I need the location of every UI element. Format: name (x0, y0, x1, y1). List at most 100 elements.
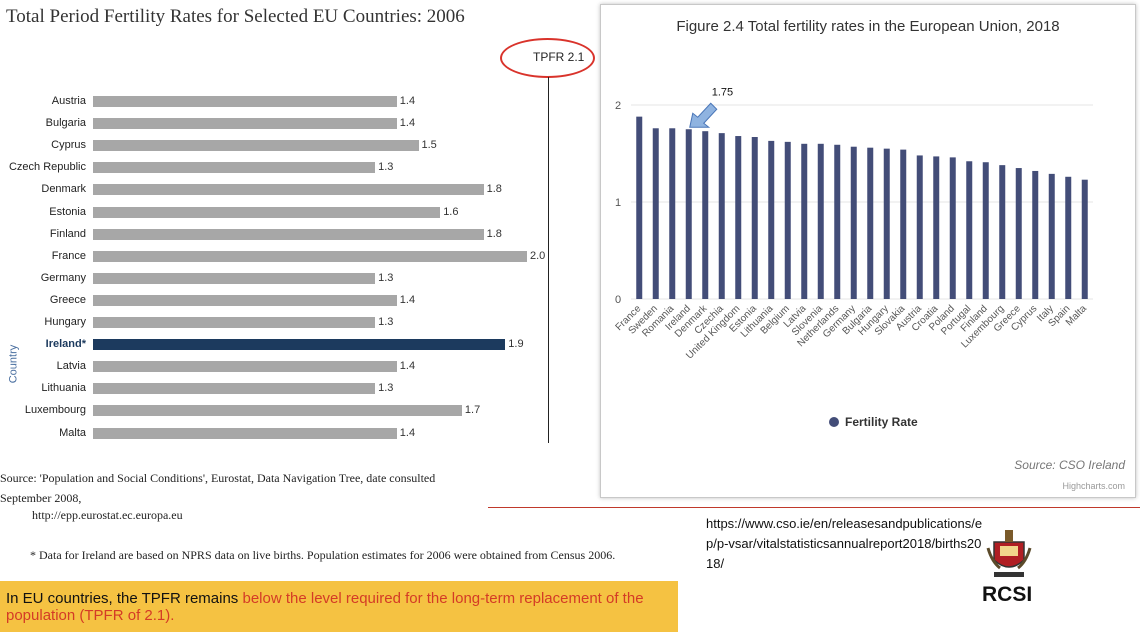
source-url: http://epp.eurostat.ec.europa.eu (32, 508, 183, 522)
left-chart-title: Total Period Fertility Rates for Selecte… (6, 6, 465, 27)
left-bar (93, 361, 397, 373)
y-tick-label: 0 (615, 294, 621, 306)
left-bar (93, 206, 441, 218)
credits-label: Highcharts.com (1062, 481, 1125, 491)
left-bar (93, 383, 376, 395)
left-value-label: 1.8 (486, 227, 502, 240)
right-bar (1048, 173, 1055, 299)
legend-marker (829, 417, 839, 427)
divider-line (488, 507, 1140, 508)
right-bar (1065, 176, 1072, 299)
right-bar (949, 157, 956, 299)
caption-box (0, 581, 678, 632)
source-note: Source: 'Population and Social Condition… (0, 471, 436, 505)
right-bar (867, 147, 874, 299)
left-value-label: 1.4 (399, 426, 416, 439)
right-bar (735, 136, 742, 299)
left-category-label: Malta (59, 426, 86, 439)
right-bar (685, 129, 692, 299)
legend-label: Fertility Rate (845, 415, 918, 429)
right-bar (636, 116, 643, 299)
left-bar (93, 162, 376, 174)
left-bar (93, 228, 484, 240)
left-category-label: Hungary (44, 316, 86, 328)
right-bar (933, 156, 940, 299)
left-value-label: 1.4 (399, 117, 416, 130)
left-category-label: Estonia (49, 205, 86, 218)
right-bar (999, 165, 1006, 299)
right-bar (834, 144, 841, 299)
left-value-label: 1.4 (399, 95, 416, 107)
footnote: * Data for Ireland are based on NPRS dat… (30, 548, 616, 562)
left-category-label: Bulgaria (45, 117, 86, 130)
left-category-label: Ireland* (45, 338, 86, 351)
tpfr-reference-line (548, 77, 549, 443)
left-bar (93, 405, 462, 417)
left-value-label: 1.7 (464, 404, 481, 417)
left-value-label: 1.8 (486, 183, 502, 196)
right-chart-title: Figure 2.4 Total fertility rates in the … (676, 18, 1059, 35)
y-axis-label: Country (7, 344, 20, 384)
right-bar (1032, 170, 1039, 299)
left-bar (93, 294, 397, 306)
right-bar (702, 131, 709, 299)
rcsi-crest-icon (986, 530, 1032, 577)
caption-text: In EU countries, the TPFR remains below … (6, 590, 646, 624)
left-bar (93, 250, 527, 262)
right-bar (1015, 168, 1022, 299)
left-bar (93, 140, 419, 152)
right-bar (900, 149, 907, 299)
left-category-label: Germany (40, 271, 86, 284)
annotation-arrow (689, 102, 718, 128)
left-value-label: 1.3 (378, 316, 394, 328)
left-bar (93, 184, 484, 196)
source-label: Source: CSO Ireland (1014, 458, 1125, 472)
reference-url[interactable]: https://www.cso.ie/en/releasesandpublica… (706, 516, 983, 571)
left-value-label: 2.0 (530, 249, 546, 262)
right-bar (784, 141, 791, 299)
rcsi-logo-text: RCSI (982, 583, 1033, 606)
right-bar (751, 137, 758, 299)
left-category-label: Latvia (56, 360, 86, 373)
y-tick-label: 2 (615, 100, 621, 112)
left-bar (93, 272, 376, 284)
right-bar (982, 162, 989, 299)
right-bar (801, 143, 808, 299)
left-value-label: 1.4 (399, 360, 416, 373)
right-bar (1081, 179, 1088, 299)
left-value-label: 1.5 (421, 139, 437, 152)
y-tick-label: 1 (615, 197, 621, 209)
annotation-label: 1.75 (712, 86, 733, 98)
tpfr-label: TPFR 2.1 (533, 50, 585, 64)
right-bar-chart: Figure 2.4 Total fertility rates in the … (614, 18, 1126, 491)
left-category-label: Luxembourg (24, 404, 86, 417)
left-category-label: Czech Republic (8, 161, 86, 174)
right-bar (669, 128, 676, 299)
right-bar (883, 148, 890, 299)
left-value-label: 1.9 (508, 338, 524, 351)
right-bar (768, 140, 775, 299)
left-value-label: 1.3 (378, 382, 394, 395)
left-bar (93, 118, 397, 130)
right-chart-panel: Figure 2.4 Total fertility rates in the … (600, 4, 1136, 498)
left-category-label: Greece (49, 293, 86, 306)
caption-highlight: below the level required for the long-te… (6, 590, 644, 624)
left-bar (93, 96, 397, 107)
left-bar (93, 317, 376, 328)
right-bar (652, 128, 659, 299)
left-category-label: Lithuania (41, 382, 86, 395)
left-bar (93, 427, 397, 439)
right-bar (916, 155, 923, 299)
left-value-label: 1.4 (399, 293, 416, 306)
left-category-label: Cyprus (51, 139, 86, 152)
tpfr-highlight-ellipse (500, 38, 595, 78)
left-value-label: 1.3 (378, 271, 394, 284)
left-category-label: Finland (49, 227, 86, 240)
left-value-label: 1.3 (378, 161, 394, 174)
right-bar (817, 143, 824, 299)
right-bar (966, 161, 973, 299)
right-bar (850, 146, 857, 299)
left-bar (93, 339, 506, 351)
left-value-label: 1.6 (443, 205, 459, 218)
left-category-label: France (51, 249, 86, 262)
